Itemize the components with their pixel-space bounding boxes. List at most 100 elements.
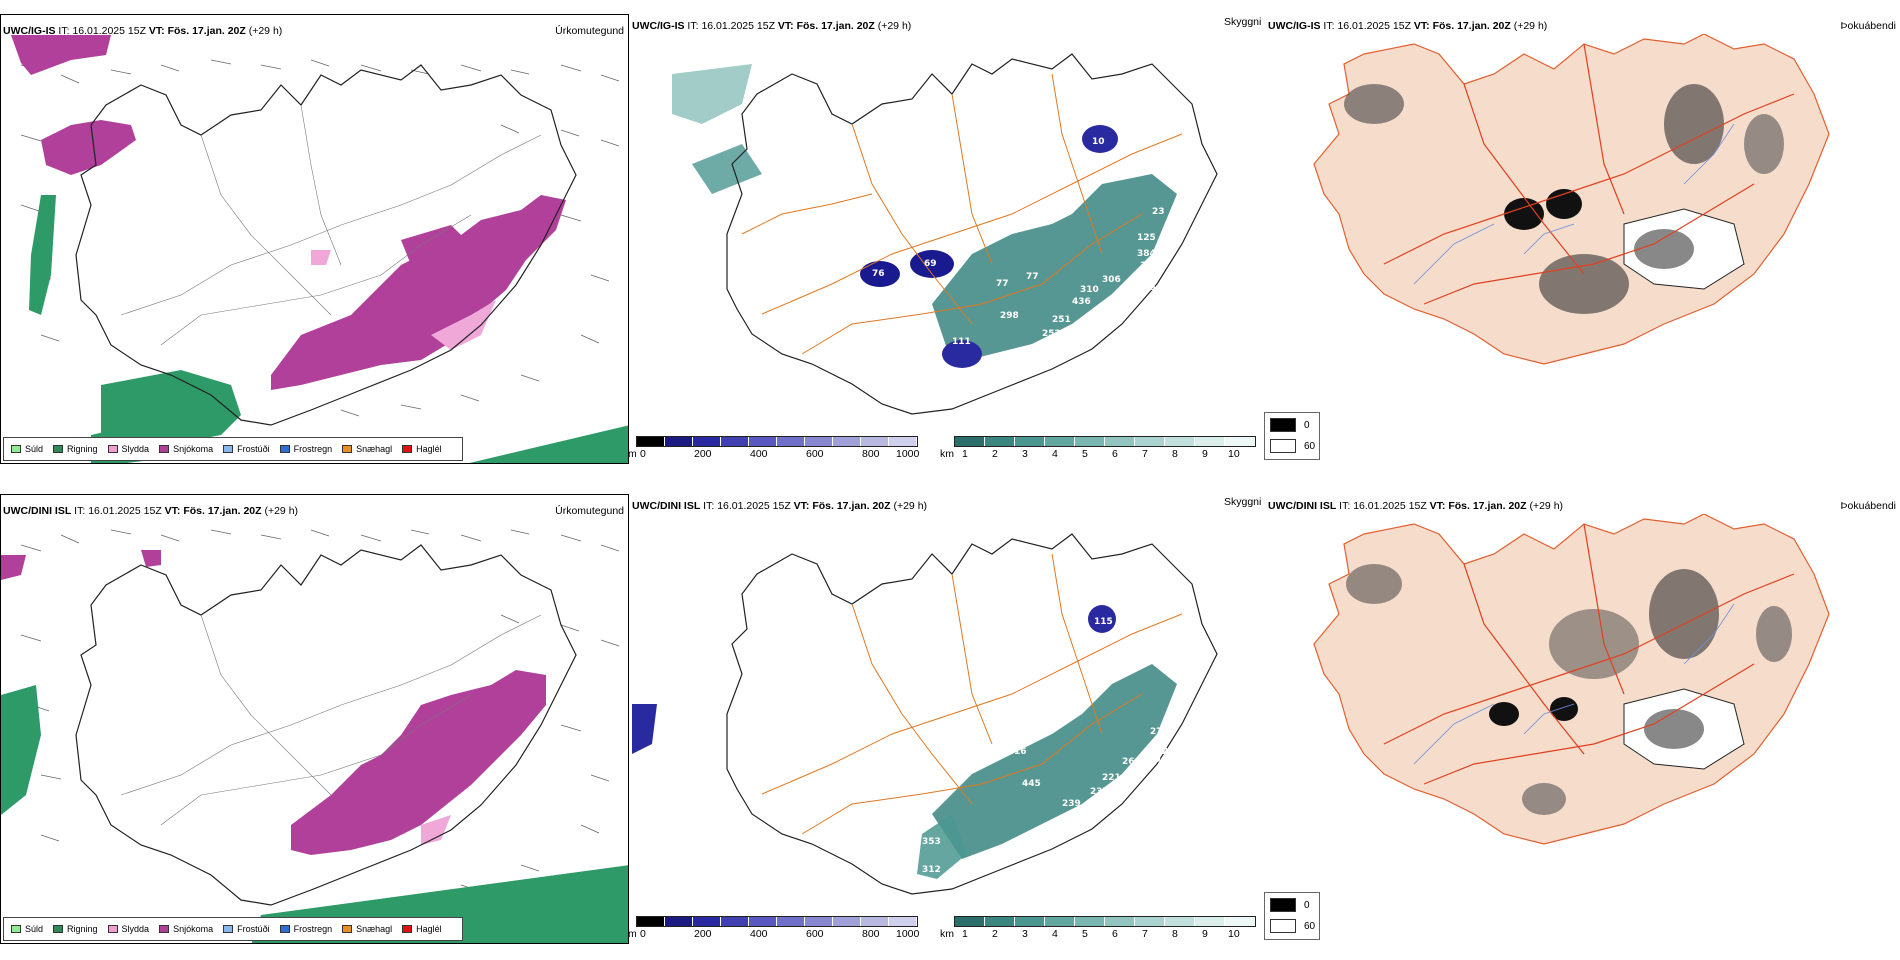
legend-swatch: [342, 445, 353, 453]
legend-label: Frostregn: [293, 924, 333, 934]
legend-swatch: [11, 445, 21, 453]
model-name: UWC/DINI ISL: [632, 500, 701, 512]
it-label: IT:: [74, 505, 86, 517]
fog-title: Þokuábendi: [1840, 20, 1896, 32]
fog-swatch: [1270, 439, 1296, 453]
roads: [1383, 43, 1795, 305]
label-115: 115: [1094, 617, 1113, 627]
it-label: IT:: [58, 25, 70, 37]
roads: [1383, 523, 1795, 785]
ceiling-visibility-panel: UWC/DINI ISL IT: 16.01.2025 15Z VT: Fös.…: [628, 490, 1262, 950]
label-199: 199: [1142, 755, 1161, 765]
tick: 10: [1228, 928, 1240, 940]
tick: 4: [1052, 448, 1058, 460]
iceland-outline: [75, 544, 577, 906]
legend-swatch: [53, 445, 64, 453]
visibility-ticks: 1 2 3 4 5 6 7 8 9 10: [940, 928, 1250, 942]
legend-label: Súld: [25, 444, 44, 454]
label-10: 10: [1092, 137, 1105, 147]
label-111: 111: [952, 337, 971, 347]
label-221: 221: [1102, 773, 1121, 783]
vt-label: VT:: [1429, 500, 1446, 512]
fog-shading: [1346, 564, 1792, 815]
fog-legend-row: 0: [1270, 898, 1310, 912]
legend-swatch: [53, 925, 64, 933]
label-53: 53: [670, 207, 683, 217]
legend-swatch: [159, 925, 170, 933]
precip-type-legend: Súld Rigning Slydda Snjókoma Frostúði Fr…: [3, 917, 463, 941]
ceiling-colorbar-strip: [636, 916, 918, 927]
tick: 1: [962, 448, 968, 460]
model-name: UWC/IG-IS: [632, 20, 685, 32]
label-384: 384: [1137, 249, 1156, 259]
legend-item-snaehagl: Snæhagl: [342, 444, 392, 454]
tick: 9: [1202, 448, 1208, 460]
tick: 600: [806, 928, 824, 940]
fog-swatch: [1270, 919, 1296, 933]
internal-roads: [120, 614, 542, 826]
legend-label: Rigning: [67, 924, 98, 934]
visibility-ticks: 1 2 3 4 5 6 7 8 9 10: [940, 448, 1250, 462]
iceland-outline: [726, 533, 1218, 895]
tick: 10: [1228, 448, 1240, 460]
ceiling-ticks: 0 200 400 600 800 1000: [628, 448, 928, 462]
visibility-colorbar: km 1 2 3 4 5 6 7 8 9 10: [940, 916, 1256, 944]
panel-header: UWC/IG-IS IT: 16.01.2025 15Z VT: Fös. 17…: [632, 20, 911, 32]
tick: 200: [694, 928, 712, 940]
lead-time: (+29 h): [264, 505, 299, 517]
label-462: 462: [1072, 327, 1091, 337]
tick: 800: [862, 928, 880, 940]
tick: 3: [1022, 448, 1028, 460]
tick: 200: [694, 448, 712, 460]
label-251: 251: [1052, 315, 1071, 325]
iceland-ceiling-map: 115 16 445 239 333 237 221 260 199 204 2…: [632, 533, 1218, 895]
tick: 1000: [896, 448, 920, 460]
ceiling-colorbar: m 0 200 400 600 800 1000: [628, 436, 928, 464]
legend-label: Slydda: [121, 924, 150, 934]
visibility-unit: km: [940, 448, 954, 460]
label-16: 16: [1014, 747, 1027, 757]
legend-label: Frostúði: [237, 444, 270, 454]
ceiling-labels: 545 53 76 69 10 10 77 77 298 111 124 251…: [670, 131, 1176, 395]
it-label: IT:: [1339, 500, 1351, 512]
tick: 0: [640, 448, 646, 460]
label-370: 370: [1140, 261, 1159, 271]
legend-label: Snjókoma: [173, 924, 214, 934]
panel-header: UWC/IG-IS IT: 16.01.2025 15Z VT: Fös. 17…: [3, 25, 282, 37]
label-10b: 10: [847, 279, 860, 289]
it-value: 16.01.2025 15Z: [717, 500, 791, 512]
fog-legend-row: 0: [1270, 418, 1310, 432]
vt-value: Fös. 17.jan. 20Z: [1448, 500, 1527, 512]
fog-indicator-panel: UWC/IG-IS IT: 16.01.2025 15Z VT: Fös. 17…: [1264, 10, 1900, 470]
legend-item-hagel: Haglél: [402, 444, 442, 454]
model-name: UWC/IG-IS: [3, 25, 56, 37]
it-value: 16.01.2025 15Z: [1337, 20, 1411, 32]
tick: 1000: [896, 928, 920, 940]
tick: 3: [1022, 928, 1028, 940]
model-name: UWC/DINI ISL: [1268, 500, 1337, 512]
legend-label: Rigning: [67, 444, 98, 454]
precip-type-panel: UWC/DINI ISL IT: 16.01.2025 15Z VT: Fös.…: [0, 490, 630, 950]
vt-value: Fös. 17.jan. 20Z: [167, 25, 246, 37]
legend-label: Slydda: [121, 444, 150, 454]
lead-time: (+29 h): [1529, 500, 1564, 512]
vt-label: VT:: [793, 500, 810, 512]
legend-swatch: [107, 445, 118, 453]
wind-barbs: [20, 59, 620, 417]
label-260: 260: [1122, 757, 1141, 767]
it-label: IT:: [687, 20, 699, 32]
tick: 0: [640, 928, 646, 940]
model-name: UWC/DINI ISL: [3, 505, 72, 517]
tick: 7: [1142, 448, 1148, 460]
label-125: 125: [1137, 233, 1156, 243]
legend-swatch: [11, 925, 21, 933]
legend-item-snaehagl: Snæhagl: [342, 924, 392, 934]
it-label: IT:: [703, 500, 715, 512]
rivers: [1413, 123, 1735, 285]
label-353: 353: [922, 837, 941, 847]
legend-item-suld: Súld: [11, 444, 43, 454]
ceiling-ticks: 0 200 400 600 800 1000: [628, 928, 928, 942]
precip-type-panel: UWC/IG-IS IT: 16.01.2025 15Z VT: Fös. 17…: [0, 10, 630, 470]
legend-item-snjokoma: Snjókoma: [159, 444, 213, 454]
label-545: 545: [687, 131, 706, 141]
